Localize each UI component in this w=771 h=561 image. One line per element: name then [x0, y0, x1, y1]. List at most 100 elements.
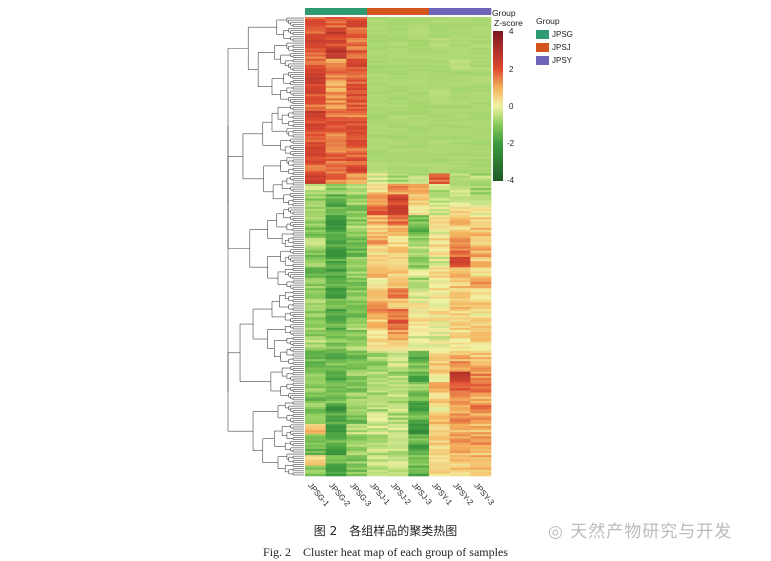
heatmap-cell: [367, 64, 388, 68]
heatmap-cell: [346, 469, 368, 473]
heatmap-cell: [305, 148, 326, 151]
heatmap-cell: [470, 62, 492, 66]
heatmap-cell: [325, 60, 347, 64]
heatmap-cell: [470, 175, 492, 178]
heatmap-cell: [408, 336, 430, 339]
heatmap-cell: [408, 411, 430, 414]
heatmap-cell: [429, 23, 450, 26]
heatmap-cell: [449, 292, 471, 295]
heatmap-cell: [470, 302, 492, 306]
heatmap-cell: [387, 267, 409, 270]
heatmap-cell: [408, 348, 430, 352]
heatmap-cell: [449, 307, 471, 310]
heatmap-cell: [449, 344, 471, 347]
heatmap-cell: [346, 194, 368, 197]
heatmap-cell: [449, 267, 471, 270]
heatmap-cell: [387, 92, 409, 95]
heatmap-cell: [367, 309, 388, 312]
heatmap-cell: [305, 69, 326, 72]
heatmap-cell: [449, 332, 471, 335]
heatmap-cell: [325, 160, 347, 164]
heatmap-cell: [470, 54, 492, 57]
heatmap-cell: [449, 463, 471, 466]
heatmap-cell: [429, 102, 450, 105]
group-bar-segment: [449, 8, 471, 15]
heatmap-cell: [387, 327, 409, 331]
heatmap-cell: [325, 277, 347, 281]
heatmap-cell: [449, 21, 471, 24]
heatmap-cell: [429, 317, 450, 320]
heatmap-cell: [408, 202, 430, 206]
heatmap-cell: [408, 194, 430, 197]
heatmap-cell: [346, 177, 368, 181]
heatmap-cell: [305, 248, 326, 251]
heatmap-cell: [346, 332, 368, 335]
heatmap-cell: [387, 256, 409, 260]
heatmap-cell: [470, 446, 492, 450]
heatmap-cell: [408, 158, 430, 162]
heatmap-cell: [325, 46, 347, 49]
heatmap-cell: [325, 238, 347, 241]
heatmap-cell: [408, 390, 430, 393]
heatmap-cell: [387, 42, 409, 45]
heatmap-cell: [408, 415, 430, 418]
heatmap-cell: [470, 273, 492, 277]
heatmap-cell: [449, 432, 471, 435]
heatmap-cell: [346, 213, 368, 216]
heatmap-cell: [305, 92, 326, 95]
heatmap-cell: [367, 48, 388, 51]
heatmap-cell: [305, 386, 326, 389]
heatmap-cell: [470, 396, 492, 400]
heatmap-cell: [346, 392, 368, 395]
heatmap-cell: [346, 405, 368, 408]
heatmap-cell: [470, 50, 492, 53]
group-bar-segment: [305, 8, 326, 15]
heatmap-cell: [325, 405, 347, 408]
heatmap-cell: [387, 292, 409, 295]
heatmap-cell: [305, 367, 326, 370]
heatmap-cell: [367, 453, 388, 456]
heatmap-cell: [367, 304, 388, 308]
heatmap-cell: [470, 367, 492, 370]
heatmap-cell: [325, 321, 347, 324]
heatmap-cell: [305, 375, 326, 379]
heatmap-cell: [429, 87, 450, 91]
heatmap-cell: [346, 269, 368, 272]
heatmap-cell: [408, 81, 430, 85]
heatmap-cell: [470, 415, 492, 418]
heatmap-cell: [429, 48, 450, 51]
heatmap-cell: [305, 390, 326, 393]
heatmap-cell: [367, 127, 388, 130]
heatmap-cell: [429, 202, 450, 206]
heatmap-cell: [325, 307, 347, 310]
heatmap-cell: [367, 332, 388, 335]
heatmap-cell: [387, 102, 409, 105]
heatmap-cell: [305, 311, 326, 314]
heatmap-cell: [346, 327, 368, 331]
heatmap-cell: [305, 25, 326, 28]
heatmap-cell: [346, 75, 368, 78]
heatmap-cell: [367, 357, 388, 360]
heatmap-cell: [408, 29, 430, 32]
heatmap-cell: [325, 367, 347, 370]
heatmap-cell: [408, 204, 430, 208]
heatmap-cell: [408, 142, 430, 145]
heatmap-cell: [449, 227, 471, 231]
heatmap-cell: [367, 434, 388, 437]
heatmap-cell: [346, 473, 368, 477]
heatmap-cell: [449, 44, 471, 47]
heatmap-cell: [429, 35, 450, 39]
heatmap-cell: [367, 390, 388, 393]
heatmap-cell: [470, 402, 492, 406]
heatmap-cell: [325, 338, 347, 341]
heatmap-cell: [387, 442, 409, 446]
heatmap-cell: [325, 261, 347, 264]
heatmap-cell: [367, 450, 388, 454]
heatmap-cell: [449, 104, 471, 108]
heatmap-cell: [346, 413, 368, 416]
heatmap-cell: [408, 110, 430, 114]
heatmap-cell: [387, 133, 409, 137]
heatmap-cell: [470, 375, 492, 379]
heatmap-cell: [429, 390, 450, 393]
heatmap-cell: [470, 242, 492, 245]
